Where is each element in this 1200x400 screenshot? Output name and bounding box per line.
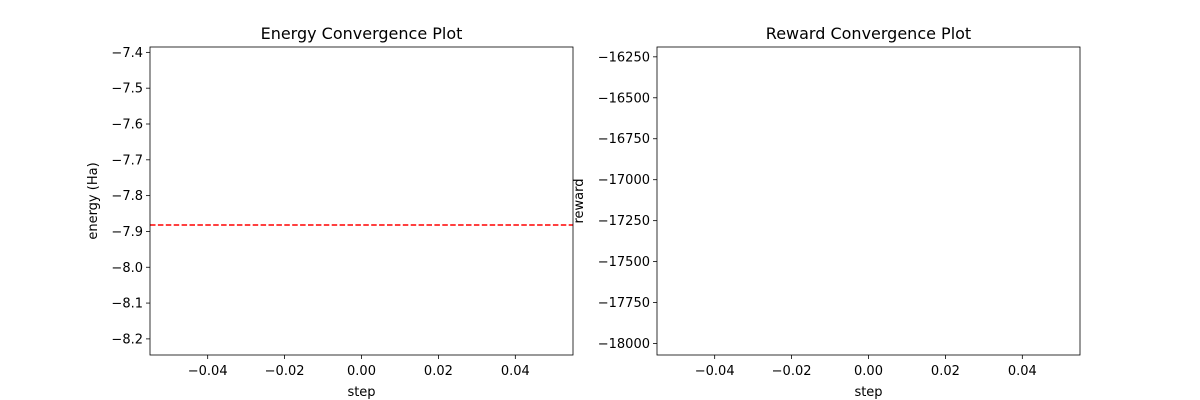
y-tick-label: −17000	[598, 173, 650, 188]
y-axis-label: reward	[572, 178, 587, 223]
y-tick-label: −7.9	[111, 225, 143, 240]
plot-area-frame	[656, 46, 1081, 356]
y-tick-label: −16500	[598, 91, 650, 106]
y-axis-label: energy (Ha)	[86, 162, 101, 239]
x-tick-label: 0.00	[347, 364, 376, 379]
y-tick-label: −8.1	[111, 297, 143, 312]
y-tick-label: −7.4	[111, 46, 143, 61]
y-tick-label: −18000	[598, 337, 650, 352]
y-tick-label: −8.0	[111, 261, 143, 276]
y-tick-label: −7.8	[111, 189, 143, 204]
y-tick-label: −16750	[598, 132, 650, 147]
x-tick-label: 0.00	[854, 364, 883, 379]
y-tick-label: −17500	[598, 255, 650, 270]
plot-area-frame	[149, 46, 574, 356]
x-tick-label: 0.02	[931, 364, 960, 379]
y-tick-label: −7.7	[111, 153, 143, 168]
chart-panel-2: Reward Convergence Plot −0.04 −0.02 0.00 0.0…	[572, 24, 1081, 400]
x-axis-label: step	[854, 385, 882, 400]
x-tick-label: −0.04	[695, 364, 735, 379]
x-tick-label: 0.04	[501, 364, 530, 379]
y-tick-label: −7.6	[111, 118, 143, 133]
x-tick-label: −0.02	[772, 364, 812, 379]
x-tick-label: 0.04	[1008, 364, 1037, 379]
y-tick-label: −17750	[598, 296, 650, 311]
y-tick-label: −16250	[598, 50, 650, 65]
chart-title: Energy Convergence Plot	[261, 24, 463, 43]
y-tick-label: −8.2	[111, 332, 143, 347]
x-tick-label: −0.02	[265, 364, 305, 379]
y-tick-label: −7.5	[111, 82, 143, 97]
x-tick-label: −0.04	[188, 364, 228, 379]
x-tick-label: 0.02	[424, 364, 453, 379]
chart-panel-1: Energy Convergence Plot −0.04 −0.02 0.00 0.0…	[86, 24, 574, 400]
y-tick-label: −17250	[598, 214, 650, 229]
x-axis-label: step	[347, 385, 375, 400]
chart-title: Reward Convergence Plot	[766, 24, 971, 43]
